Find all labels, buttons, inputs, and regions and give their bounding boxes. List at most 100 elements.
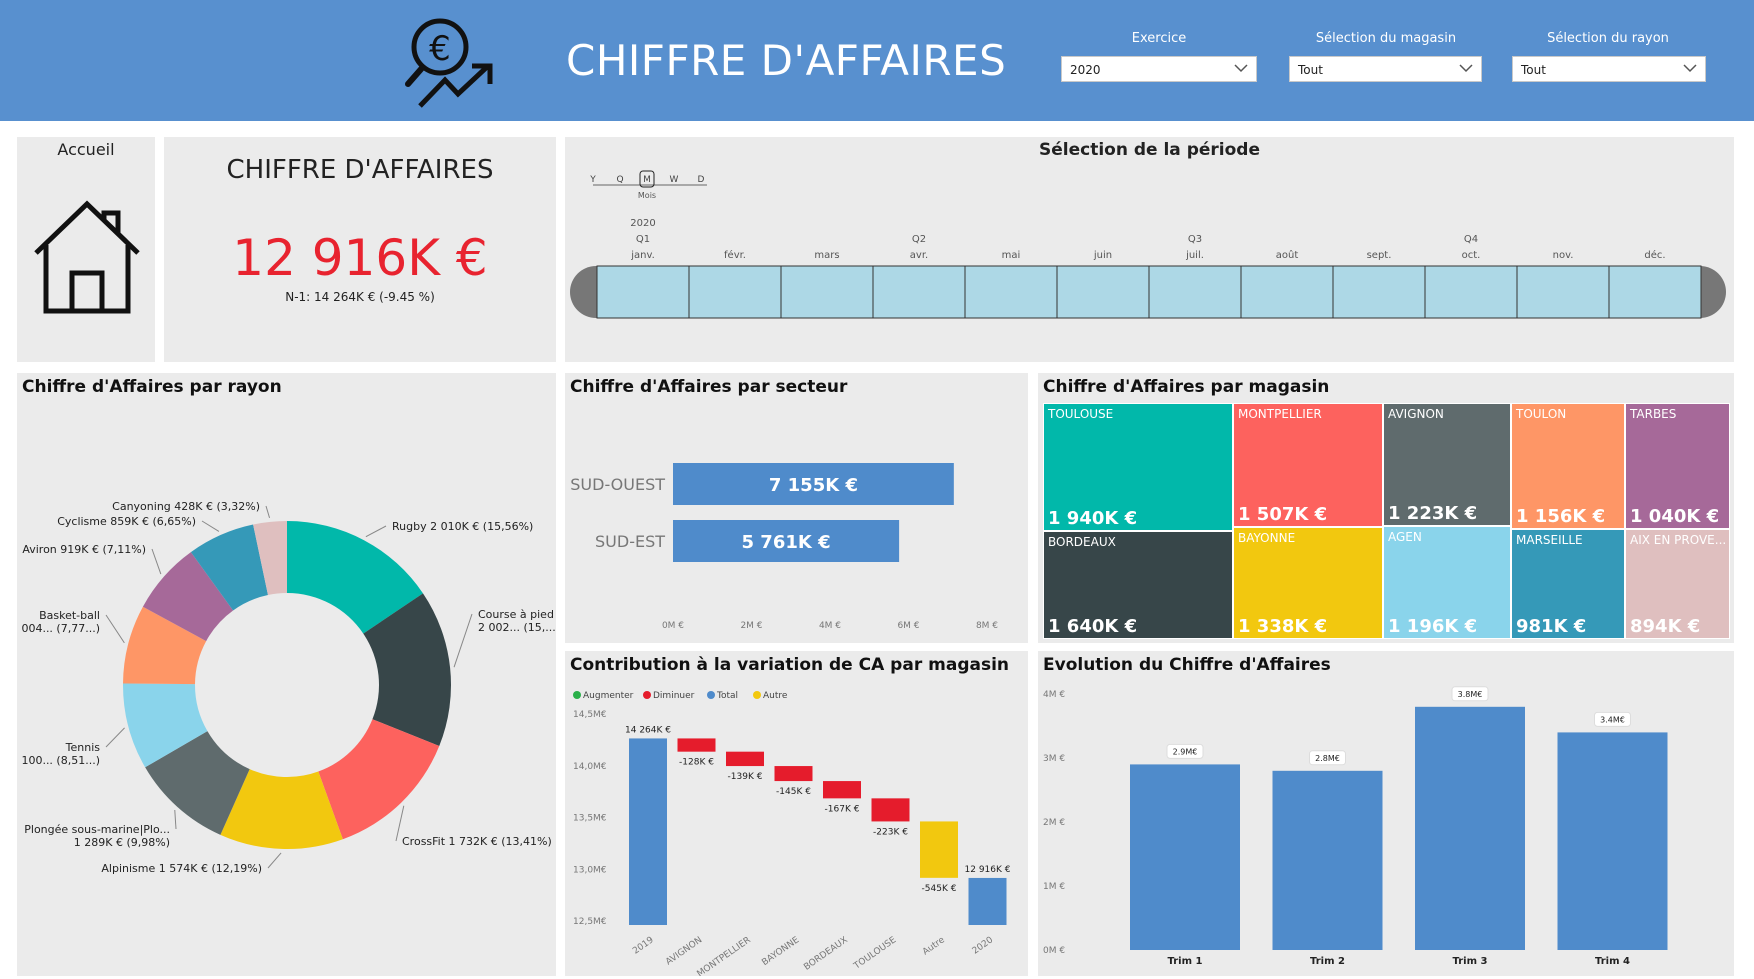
timeline-month-label: avr. [910, 250, 928, 261]
treemap-tile[interactable]: TOULOUSE 1 940K € [1043, 403, 1233, 531]
granularity-option[interactable]: W [670, 175, 679, 185]
treemap-tile-value: 1 338K € [1238, 616, 1328, 637]
timeline-month-cell[interactable] [1240, 265, 1334, 319]
waterfall-bar[interactable] [920, 821, 958, 878]
secteur-bar[interactable] [673, 520, 900, 562]
granularity-option[interactable]: Y [589, 175, 596, 185]
timeline-month-cell[interactable] [688, 265, 782, 319]
donut-slice[interactable] [318, 719, 440, 840]
timeline-quarter: Q3 [1188, 234, 1202, 245]
evolution-bar[interactable] [1415, 706, 1525, 950]
magasin-treemap: TOULOUSE 1 940K € BORDEAUX 1 640K € MONTPELL… [1043, 403, 1730, 639]
waterfall-legend-label: Total [716, 691, 738, 701]
waterfall-axis-tick: 14,0M€ [573, 762, 607, 772]
waterfall-legend-marker [707, 691, 715, 699]
rayon-dropdown[interactable]: Tout [1512, 56, 1706, 82]
timeline-month-cell[interactable] [872, 265, 966, 319]
granularity-selector[interactable]: Y Q M W D Mois [589, 170, 707, 200]
granularity-option[interactable]: M [643, 175, 651, 185]
waterfall-bar-label: 14 264K € [625, 725, 671, 735]
waterfall-bar[interactable] [629, 738, 667, 925]
waterfall-bar[interactable] [774, 766, 813, 782]
treemap-tile[interactable]: AGEN 1 196K € [1383, 526, 1511, 639]
treemap-tile-name: MONTPELLIER [1238, 407, 1322, 421]
treemap-tile[interactable]: BORDEAUX 1 640K € [1043, 531, 1233, 639]
secteur-axis-tick: 0M € [662, 621, 684, 631]
waterfall-bar-label: -128K € [679, 758, 714, 768]
waterfall-chart: Augmenter Diminuer Total Autre 14,5M€ 14,0M€ 1… [573, 691, 1011, 976]
secteur-axis-tick: 2M € [740, 621, 762, 631]
donut-slice[interactable] [253, 521, 287, 595]
evolution-bar-label-box [1594, 711, 1631, 727]
waterfall-bar[interactable] [871, 798, 910, 822]
waterfall-bar-label: -167K € [825, 804, 860, 814]
waterfall-bar[interactable] [968, 877, 1007, 925]
chevron-down-icon [1683, 64, 1697, 73]
waterfall-bar[interactable] [823, 781, 861, 799]
chevron-down-icon [1459, 64, 1473, 73]
donut-slice[interactable] [123, 683, 208, 768]
timeline-month-label: déc. [1644, 249, 1665, 261]
donut-slice[interactable] [220, 769, 343, 849]
donut-leader-line [201, 520, 220, 532]
donut-slice[interactable] [190, 524, 268, 611]
secteur-category-label: SUD-OUEST [570, 475, 665, 494]
treemap-tile[interactable]: TARBES 1 040K € [1625, 403, 1730, 529]
treemap-tile-value: 1 196K € [1388, 616, 1478, 637]
timeline-month-cell[interactable] [1608, 265, 1702, 319]
waterfall-bar-label: -223K € [873, 827, 908, 837]
donut-slice[interactable] [363, 593, 451, 746]
treemap-tile[interactable]: MARSEILLE 981K € [1511, 529, 1625, 639]
treemap-tile-name: TARBES [1630, 407, 1677, 421]
period-slicer-panel: Sélection de la période Y Q M W D Mois 2020 Q1… [565, 137, 1734, 362]
secteur-category-label: SUD-EST [595, 532, 665, 551]
exercice-dropdown[interactable]: 2020 [1061, 56, 1257, 82]
timeline-month-cell[interactable] [1332, 265, 1426, 319]
magasin-dropdown[interactable]: Tout [1289, 56, 1482, 82]
timeline-month-cell[interactable] [1148, 265, 1242, 319]
evolution-bar[interactable] [1272, 770, 1383, 950]
home-panel[interactable]: Accueil [17, 137, 155, 362]
granularity-option[interactable]: D [698, 175, 705, 185]
evolution-bar-label: 2.8M€ [1315, 754, 1340, 763]
treemap-tile[interactable]: TOULON 1 156K € [1511, 403, 1625, 529]
secteur-bar[interactable] [673, 463, 954, 505]
timeline-month-cell[interactable] [1056, 265, 1150, 319]
donut-slice[interactable] [123, 606, 207, 685]
waterfall-bar-label: -545K € [922, 884, 957, 894]
evolution-bar[interactable] [1557, 732, 1668, 950]
treemap-tile[interactable]: BAYONNE 1 338K € [1233, 527, 1383, 639]
donut-label: Course à pied 2 002... (15,...) [478, 608, 556, 634]
timeline-month-label: févr. [724, 249, 746, 261]
timeline-month-cell[interactable] [1516, 265, 1610, 319]
timeline-month-cell[interactable] [964, 265, 1058, 319]
waterfall-bar[interactable] [726, 751, 764, 767]
treemap-tile-value: 1 156K € [1516, 506, 1606, 527]
treemap-tile[interactable]: MONTPELLIER 1 507K € [1233, 403, 1383, 527]
donut-label: Plongée sous-marine|Plo... 1 289K € (9,98… [24, 823, 170, 849]
timeline-month-cell[interactable] [1424, 265, 1518, 319]
period-title: Sélection de la période [1039, 140, 1260, 160]
kpi-value: 12 916K € [232, 229, 488, 287]
treemap-tile[interactable]: AVIGNON 1 223K € [1383, 403, 1511, 526]
waterfall-bar[interactable] [677, 738, 716, 752]
granularity-option[interactable]: Q [616, 175, 623, 185]
donut-label: Alpinisme 1 574K € (12,19%) [101, 862, 262, 875]
treemap-tile[interactable]: AIX EN PROVE... 894K € [1625, 529, 1730, 639]
waterfall-axis-tick: 14,5M€ [573, 710, 607, 720]
kpi-title: CHIFFRE D'AFFAIRES [226, 155, 494, 185]
donut-label: CrossFit 1 732K € (13,41%) [402, 835, 552, 848]
donut-leader-line [265, 505, 271, 519]
timeline-month-cell[interactable] [596, 265, 690, 319]
waterfall-legend-marker [643, 691, 651, 699]
donut-label: Tennis 1 100... (8,51...) [17, 741, 100, 767]
waterfall-category-label: MONTPELLIER [696, 935, 753, 976]
donut-slice[interactable] [287, 521, 423, 634]
donut-slice[interactable] [145, 731, 250, 835]
timeline-month-cell[interactable] [780, 265, 874, 319]
timeline-slicer[interactable]: Y Q M W D Mois 2020 Q1 Q2 Q3 Q4 janv. févr. mars avr.… [565, 137, 1734, 362]
treemap-tile-value: 1 040K € [1630, 506, 1720, 527]
evolution-bar[interactable] [1130, 764, 1240, 950]
donut-slice[interactable] [142, 552, 234, 642]
donut-leader-line [151, 548, 162, 575]
